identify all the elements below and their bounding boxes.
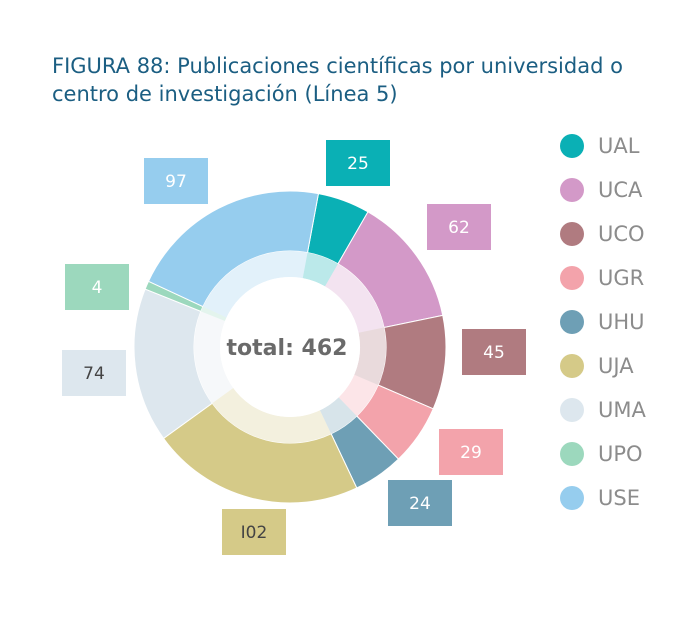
- chart-title-line-2: centro de investigación (Línea 5): [52, 82, 398, 106]
- value-label-box-uco: [462, 329, 526, 375]
- inner-ring-upo: [200, 306, 227, 322]
- legend-item-upo: UPO: [560, 432, 646, 476]
- legend-label-use: USE: [598, 486, 640, 510]
- slice-use: [147, 190, 320, 308]
- inner-ring-ugr: [338, 374, 379, 417]
- inner-ring-uhu: [319, 397, 357, 434]
- legend-label-uca: UCA: [598, 178, 643, 202]
- value-label-box-upo: [65, 264, 129, 310]
- total-label: total: 462: [227, 336, 348, 361]
- legend-item-uja: UJA: [560, 344, 646, 388]
- value-label-uca: 62: [448, 218, 470, 238]
- legend-item-uhu: UHU: [560, 300, 646, 344]
- value-label-ugr: 29: [460, 443, 482, 463]
- value-label-box-uma: [62, 350, 126, 396]
- inner-ring-uca: [324, 263, 385, 333]
- legend-swatch-upo: [560, 442, 584, 466]
- legend-label-uco: UCO: [598, 222, 645, 246]
- legend-swatch-ual: [560, 134, 584, 158]
- value-label-box-uhu: [388, 480, 452, 526]
- legend-label-uja: UJA: [598, 354, 634, 378]
- legend-swatch-uhu: [560, 310, 584, 334]
- value-label-box-use: [144, 158, 208, 204]
- value-label-use: 97: [165, 172, 187, 192]
- value-label-uma: 74: [83, 364, 105, 384]
- value-label-box-ual: [326, 140, 390, 186]
- inner-ring-uja: [212, 388, 332, 443]
- value-label-box-uca: [427, 204, 491, 250]
- value-label-ual: 25: [347, 154, 369, 174]
- legend-swatch-uco: [560, 222, 584, 246]
- legend-item-use: USE: [560, 476, 646, 520]
- value-label-uco: 45: [483, 343, 505, 363]
- legend-item-uma: UMA: [560, 388, 646, 432]
- chart-title: FIGURA 88: Publicaciones científicas por…: [52, 52, 652, 108]
- chart-title-line-1: FIGURA 88: Publicaciones científicas por…: [52, 54, 623, 78]
- legend-item-ual: UAL: [560, 124, 646, 168]
- legend-swatch-uja: [560, 354, 584, 378]
- legend-swatch-uma: [560, 398, 584, 422]
- inner-ring-ual: [302, 252, 338, 287]
- value-labels: 25 62 45 29 24 I02 74 4 97: [62, 140, 526, 555]
- value-label-box-uja: [222, 509, 286, 555]
- inner-ring-use: [202, 251, 308, 318]
- value-label-upo: 4: [92, 278, 103, 298]
- legend-item-ugr: UGR: [560, 256, 646, 300]
- legend-label-ual: UAL: [598, 134, 640, 158]
- legend-label-upo: UPO: [598, 442, 643, 466]
- legend-swatch-use: [560, 486, 584, 510]
- legend-label-uhu: UHU: [598, 310, 645, 334]
- donut-center: [220, 277, 360, 417]
- legend-item-uco: UCO: [560, 212, 646, 256]
- legend-label-uma: UMA: [598, 398, 646, 422]
- value-label-uhu: 24: [409, 494, 431, 514]
- legend-item-uca: UCA: [560, 168, 646, 212]
- value-label-uja: I02: [241, 523, 268, 543]
- donut-inner-ring: [194, 251, 387, 443]
- legend: UAL UCA UCO UGR UHU UJA UMA UPO USE: [560, 124, 646, 520]
- inner-ring-uma: [194, 311, 234, 404]
- donut-slices: [133, 190, 447, 504]
- legend-label-ugr: UGR: [598, 266, 645, 290]
- inner-ring-uco: [354, 327, 387, 386]
- value-label-box-ugr: [439, 429, 503, 475]
- legend-swatch-uca: [560, 178, 584, 202]
- legend-swatch-ugr: [560, 266, 584, 290]
